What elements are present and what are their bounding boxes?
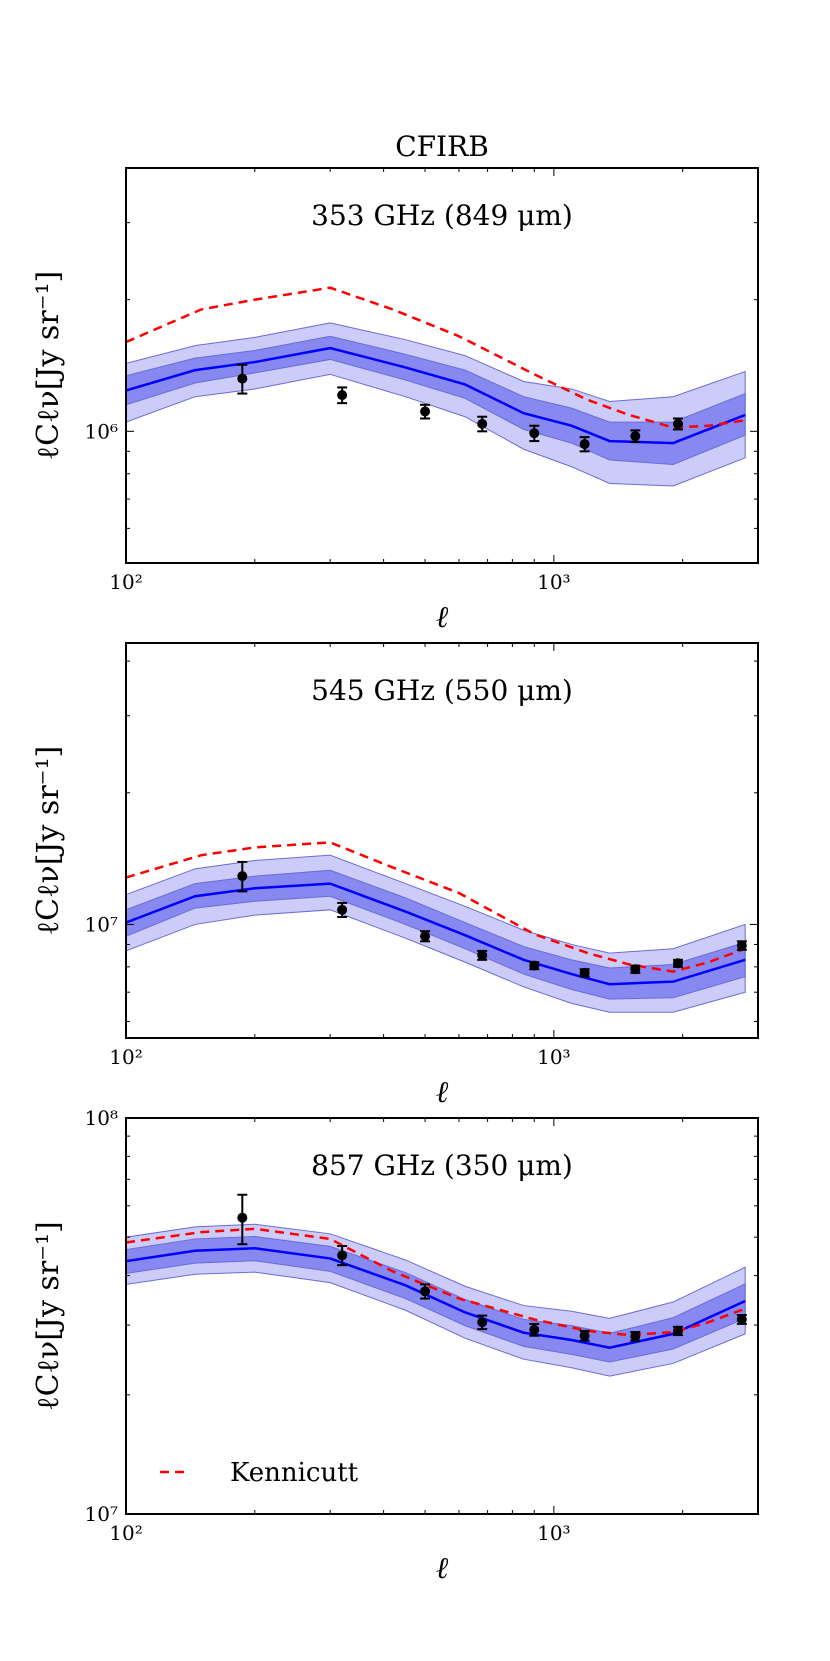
plot-area <box>126 841 747 1013</box>
data-marker <box>477 1317 488 1328</box>
x-tick-label: 10² <box>109 1521 142 1545</box>
x-tick-label: 10³ <box>537 1521 570 1545</box>
x-axis-label: ℓ <box>436 1075 449 1110</box>
panel-label: 353 GHz (849 μm) <box>311 199 573 232</box>
data-point-4 <box>477 1314 488 1331</box>
axes-frame <box>125 642 759 1039</box>
model-band-inner <box>126 869 746 1000</box>
data-marker <box>672 1325 683 1336</box>
data-point-9 <box>736 1314 747 1325</box>
data-point-5 <box>529 424 540 443</box>
data-point-9 <box>736 940 747 951</box>
panel-1: 10² 10³ 10⁶ 353 GHz (849 μm) ℓ ℓCℓν[Jy sr⁻¹] <box>31 167 759 635</box>
axes-frame <box>125 167 759 564</box>
panel-label: 545 GHz (550 μm) <box>311 674 573 707</box>
x-tick-label: 10³ <box>537 1045 570 1069</box>
data-marker <box>337 1250 348 1261</box>
x-tick-label: 10² <box>109 1045 142 1069</box>
data-marker <box>420 931 431 942</box>
data-marker <box>237 373 248 384</box>
data-marker <box>529 428 540 439</box>
data-marker <box>337 904 348 915</box>
panel-3: 10² 10³ 10⁷ 10⁸ 857 GHz (350 μm) ℓ ℓCℓν[Jy sr⁻… <box>31 1106 759 1586</box>
data-marker <box>237 871 248 882</box>
plot-area <box>126 1193 747 1377</box>
data-point-2 <box>337 901 348 918</box>
y-axis-label: ℓCℓν[Jy sr⁻¹] <box>31 746 66 935</box>
panel-label: 857 GHz (350 μm) <box>311 1149 573 1182</box>
data-marker <box>477 950 488 961</box>
y-tick-label: 10⁷ <box>85 912 118 936</box>
x-tick-label: 10³ <box>537 570 570 594</box>
data-point-3 <box>420 930 431 943</box>
data-marker <box>736 940 747 951</box>
data-point-8 <box>672 958 683 969</box>
data-marker <box>420 406 431 417</box>
data-marker <box>237 1212 248 1223</box>
x-axis-label: ℓ <box>436 1551 449 1586</box>
data-point-5 <box>529 1322 540 1337</box>
data-point-6 <box>579 436 590 453</box>
y-tick-label: 10⁷ <box>85 1502 118 1526</box>
data-marker <box>630 964 641 975</box>
data-marker <box>529 960 540 971</box>
data-point-5 <box>529 960 540 971</box>
data-marker <box>579 1330 590 1341</box>
data-marker <box>579 439 590 450</box>
model-line <box>126 1246 746 1349</box>
legend: Kennicutt <box>160 1458 359 1488</box>
y-tick-label: 10⁶ <box>85 419 118 443</box>
model-line <box>126 882 746 986</box>
axes-frame <box>125 1117 759 1515</box>
data-point-2 <box>337 386 348 405</box>
data-marker <box>672 958 683 969</box>
data-point-4 <box>477 415 488 433</box>
plot-area <box>126 286 746 487</box>
y-tick-label: 10⁸ <box>85 1106 118 1130</box>
data-marker <box>529 1324 540 1335</box>
data-point-7 <box>630 1331 641 1342</box>
y-axis-label: ℓCℓν[Jy sr⁻¹] <box>31 1221 66 1410</box>
data-point-3 <box>420 1283 431 1300</box>
data-marker <box>579 967 590 978</box>
data-point-8 <box>672 417 683 431</box>
legend-label: Kennicutt <box>230 1458 359 1488</box>
data-marker <box>736 1314 747 1325</box>
data-marker <box>337 390 348 401</box>
data-point-1 <box>237 1193 248 1246</box>
data-marker <box>477 418 488 429</box>
figure-title: CFIRB <box>395 130 489 163</box>
x-tick-label: 10² <box>109 570 142 594</box>
data-marker <box>672 418 683 429</box>
data-marker <box>630 1331 641 1342</box>
data-point-7 <box>630 964 641 975</box>
data-point-4 <box>477 949 488 961</box>
data-marker <box>420 1286 431 1297</box>
data-point-6 <box>579 1329 590 1342</box>
data-point-3 <box>420 403 431 420</box>
data-marker <box>630 431 641 442</box>
data-point-7 <box>630 429 641 444</box>
y-axis-label: ℓCℓν[Jy sr⁻¹] <box>31 271 66 460</box>
data-point-2 <box>337 1245 348 1267</box>
x-axis-label: ℓ <box>436 600 449 635</box>
data-point-6 <box>579 967 590 978</box>
data-point-1 <box>237 363 248 395</box>
kennicutt-line <box>126 841 746 973</box>
data-point-8 <box>672 1325 683 1337</box>
data-point-1 <box>237 860 248 893</box>
panel-2: 10² 10³ 10⁷ 545 GHz (550 μm) ℓ ℓCℓν[Jy sr⁻¹] <box>31 642 759 1110</box>
